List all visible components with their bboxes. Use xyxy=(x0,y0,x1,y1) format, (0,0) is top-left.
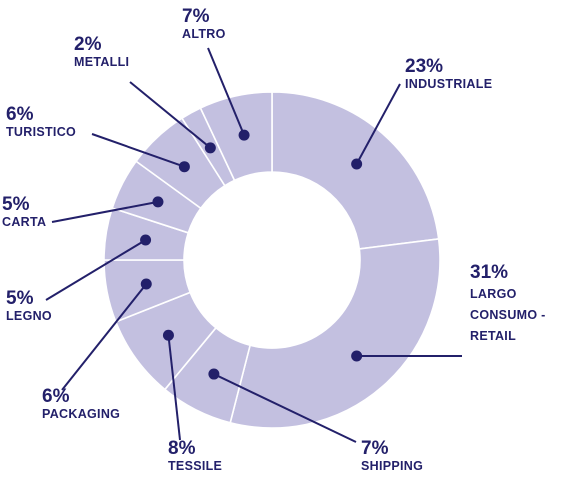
slice-altro xyxy=(199,91,273,182)
marker-industriale xyxy=(351,158,363,170)
value-label-turistico: 6% xyxy=(6,104,34,125)
slice-largo-consumo-retail xyxy=(229,238,441,429)
category-label-tessile: TESSILE xyxy=(168,459,222,473)
category-label-packaging: PACKAGING xyxy=(42,407,120,421)
category-label-turistico: TURISTICO xyxy=(6,125,76,139)
leader-legno xyxy=(45,239,147,301)
value-label-metalli: 2% xyxy=(74,34,102,55)
value-label-packaging: 6% xyxy=(42,386,70,407)
category-label-shipping: SHIPPING xyxy=(361,459,423,473)
category-label-altro: ALTRO xyxy=(182,27,226,41)
category-label-legno: LEGNO xyxy=(6,309,52,323)
marker-tessile xyxy=(162,329,174,341)
category-label-largo-consumo-retail-line-1: LARGO xyxy=(470,287,517,301)
value-label-tessile: 8% xyxy=(168,438,196,459)
donut-slices xyxy=(103,91,441,429)
value-label-shipping: 7% xyxy=(361,438,389,459)
value-label-altro: 7% xyxy=(182,6,210,27)
category-label-industriale: INDUSTRIALE xyxy=(405,77,492,91)
leader-carta xyxy=(51,200,159,223)
value-label-carta: 5% xyxy=(2,194,30,215)
leader-shipping xyxy=(213,373,357,443)
marker-metalli xyxy=(204,142,216,154)
leader-industriale xyxy=(355,83,401,165)
category-label-largo-consumo-retail-line-3: RETAIL xyxy=(470,329,516,343)
category-label-largo-consumo-retail-line-2: CONSUMO - xyxy=(470,308,546,322)
marker-shipping xyxy=(208,368,220,380)
marker-altro xyxy=(238,129,250,141)
leader-metalli xyxy=(129,81,211,149)
leader-tessile xyxy=(167,335,181,441)
leader-lines xyxy=(45,47,462,443)
value-label-legno: 5% xyxy=(6,288,34,309)
leader-altro xyxy=(207,47,246,136)
marker-packaging xyxy=(140,278,152,290)
marker-carta xyxy=(152,196,164,208)
category-label-carta: CARTA xyxy=(2,215,46,229)
leader-packaging xyxy=(61,283,148,391)
value-label-industriale: 23% xyxy=(405,56,443,77)
marker-largo-consumo-retail xyxy=(351,350,363,362)
marker-legno xyxy=(140,234,152,246)
slice-industriale xyxy=(271,91,440,250)
value-label-largo-consumo-retail: 31% xyxy=(470,262,508,283)
marker-turistico xyxy=(178,161,190,173)
category-label-metalli: METALLI xyxy=(74,55,129,69)
leader-turistico xyxy=(91,133,185,168)
